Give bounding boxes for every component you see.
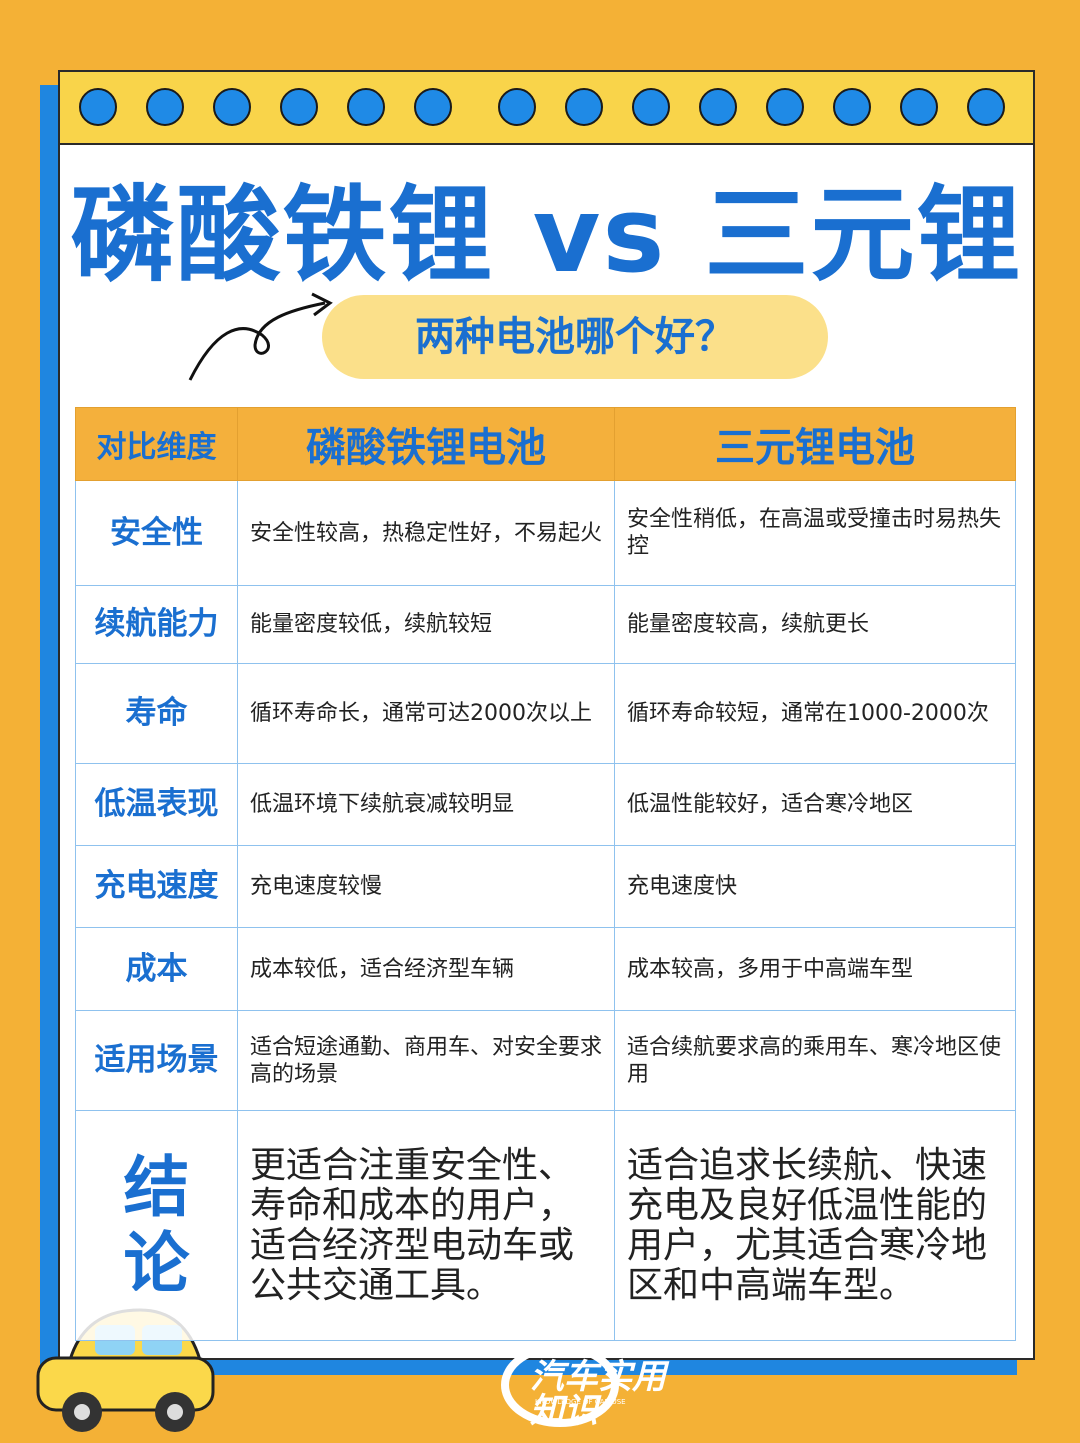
dimension-cell: 结论 xyxy=(75,1110,238,1341)
table-cell: 循环寿命较短，通常在1000-2000次 xyxy=(614,663,1016,764)
table-row: 充电速度 充电速度较慢 充电速度快 xyxy=(75,845,1016,928)
table-row: 寿命 循环寿命长，通常可达2000次以上 循环寿命较短，通常在1000-2000次 xyxy=(75,663,1016,764)
table-cell: 安全性稍低，在高温或受撞击时易热失控 xyxy=(614,480,1016,586)
logo-tagline: KNOWLEDGE OF CAR USE xyxy=(535,1398,626,1406)
table-row: 续航能力 能量密度较低，续航较短 能量密度较高，续航更长 xyxy=(75,585,1016,664)
table-cell: 成本较高，多用于中高端车型 xyxy=(614,927,1016,1011)
table-cell: 充电速度快 xyxy=(614,845,1016,928)
table-cell: 能量密度较低，续航较短 xyxy=(237,585,615,664)
table-cell: 适合短途通勤、商用车、对安全要求高的场景 xyxy=(237,1010,615,1111)
header-cell: 磷酸铁锂电池 xyxy=(237,407,615,481)
table-cell: 循环寿命长，通常可达2000次以上 xyxy=(237,663,615,764)
table-cell: 适合续航要求高的乘用车、寒冷地区使用 xyxy=(614,1010,1016,1111)
table-cell: 适合追求长续航、快速充电及良好低温性能的用户，尤其适合寒冷地区和中高端车型。 xyxy=(614,1110,1016,1341)
table-row: 低温表现 低温环境下续航衰减较明显 低温性能较好，适合寒冷地区 xyxy=(75,763,1016,846)
subtitle: 两种电池哪个好？ xyxy=(322,295,828,379)
table-cell: 更适合注重安全性、寿命和成本的用户，适合经济型电动车或公共交通工具。 xyxy=(237,1110,615,1341)
table-cell: 成本较低，适合经济型车辆 xyxy=(237,927,615,1011)
table-cell: 低温环境下续航衰减较明显 xyxy=(237,763,615,846)
table-row: 结论 更适合注重安全性、寿命和成本的用户，适合经济型电动车或公共交通工具。 适合追求… xyxy=(75,1110,1016,1341)
header-cell: 对比维度 xyxy=(75,407,238,481)
dimension-cell: 低温表现 xyxy=(75,763,238,846)
dimension-cell: 充电速度 xyxy=(75,845,238,928)
header-cell: 三元锂电池 xyxy=(614,407,1016,481)
table-row: 安全性 安全性较高，热稳定性好，不易起火 安全性稍低，在高温或受撞击时易热失控 xyxy=(75,480,1016,586)
table-row: 成本 成本较低，适合经济型车辆 成本较高，多用于中高端车型 xyxy=(75,927,1016,1011)
table-cell: 安全性较高，热稳定性好，不易起火 xyxy=(237,480,615,586)
table-cell: 能量密度较高，续航更长 xyxy=(614,585,1016,664)
dimension-cell: 适用场景 xyxy=(75,1010,238,1111)
comparison-table: 对比维度 磷酸铁锂电池 三元锂电池 安全性 安全性较高，热稳定性好，不易起火 安全性… xyxy=(75,407,1016,1341)
dimension-cell: 寿命 xyxy=(75,663,238,764)
dimension-cell: 续航能力 xyxy=(75,585,238,664)
table-cell: 充电速度较慢 xyxy=(237,845,615,928)
dimension-cell: 安全性 xyxy=(75,480,238,586)
title: 磷酸铁锂 vs 三元锂 xyxy=(70,174,1023,296)
logo-name: 汽车实用知识 xyxy=(530,1357,666,1431)
table-cell: 低温性能较好，适合寒冷地区 xyxy=(614,763,1016,846)
table-row: 适用场景 适合短途通勤、商用车、对安全要求高的场景 适合续航要求高的乘用车、寒冷地区… xyxy=(75,1010,1016,1111)
dimension-cell: 成本 xyxy=(75,927,238,1011)
header-row: 对比维度 磷酸铁锂电池 三元锂电池 xyxy=(75,407,1016,481)
